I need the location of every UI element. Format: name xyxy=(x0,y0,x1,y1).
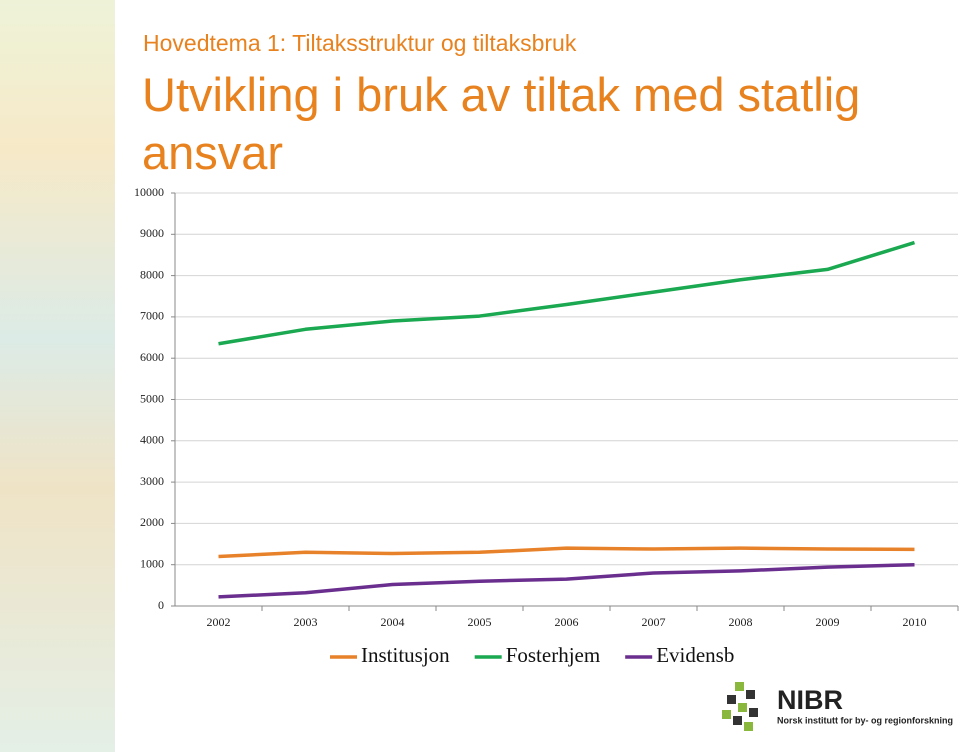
x-tick-label: 2004 xyxy=(381,615,405,629)
y-tick-label: 0 xyxy=(158,598,164,612)
slide-title: Utvikling i bruk av tiltak med statlig a… xyxy=(142,68,861,179)
series-line xyxy=(218,546,915,559)
series-line xyxy=(218,562,915,599)
series-line xyxy=(218,240,916,346)
y-tick-label: 6000 xyxy=(140,350,164,364)
y-tick-label: 4000 xyxy=(140,433,164,447)
logo-icon xyxy=(722,682,758,731)
x-tick-label: 2003 xyxy=(294,615,318,629)
x-tick-label: 2002 xyxy=(207,615,231,629)
x-tick-label: 2005 xyxy=(468,615,492,629)
x-tick-label: 2008 xyxy=(729,615,753,629)
y-tick-label: 5000 xyxy=(140,391,164,405)
logo-caption: Norsk institutt for by- og regionforskni… xyxy=(777,715,953,725)
y-tick-label: 9000 xyxy=(140,226,164,240)
logo-name: NIBR xyxy=(777,685,843,715)
x-tick-label: 2010 xyxy=(903,615,927,629)
legend-label: Evidensb xyxy=(656,643,734,667)
slide-subtitle: Hovedtema 1: Tiltaksstruktur og tiltaksb… xyxy=(143,30,577,56)
legend-label: Institusjon xyxy=(361,643,450,667)
x-tick-label: 2009 xyxy=(816,615,840,629)
decoration-strip xyxy=(0,0,115,752)
y-tick-label: 3000 xyxy=(140,474,164,488)
x-tick-label: 2007 xyxy=(642,615,666,629)
y-tick-label: 10000 xyxy=(134,185,164,199)
x-tick-label: 2006 xyxy=(555,615,579,629)
y-tick-label: 1000 xyxy=(140,556,164,570)
y-tick-label: 2000 xyxy=(140,515,164,529)
y-tick-label: 8000 xyxy=(140,267,164,281)
legend-label: Fosterhjem xyxy=(506,643,601,667)
y-tick-label: 7000 xyxy=(140,309,164,323)
